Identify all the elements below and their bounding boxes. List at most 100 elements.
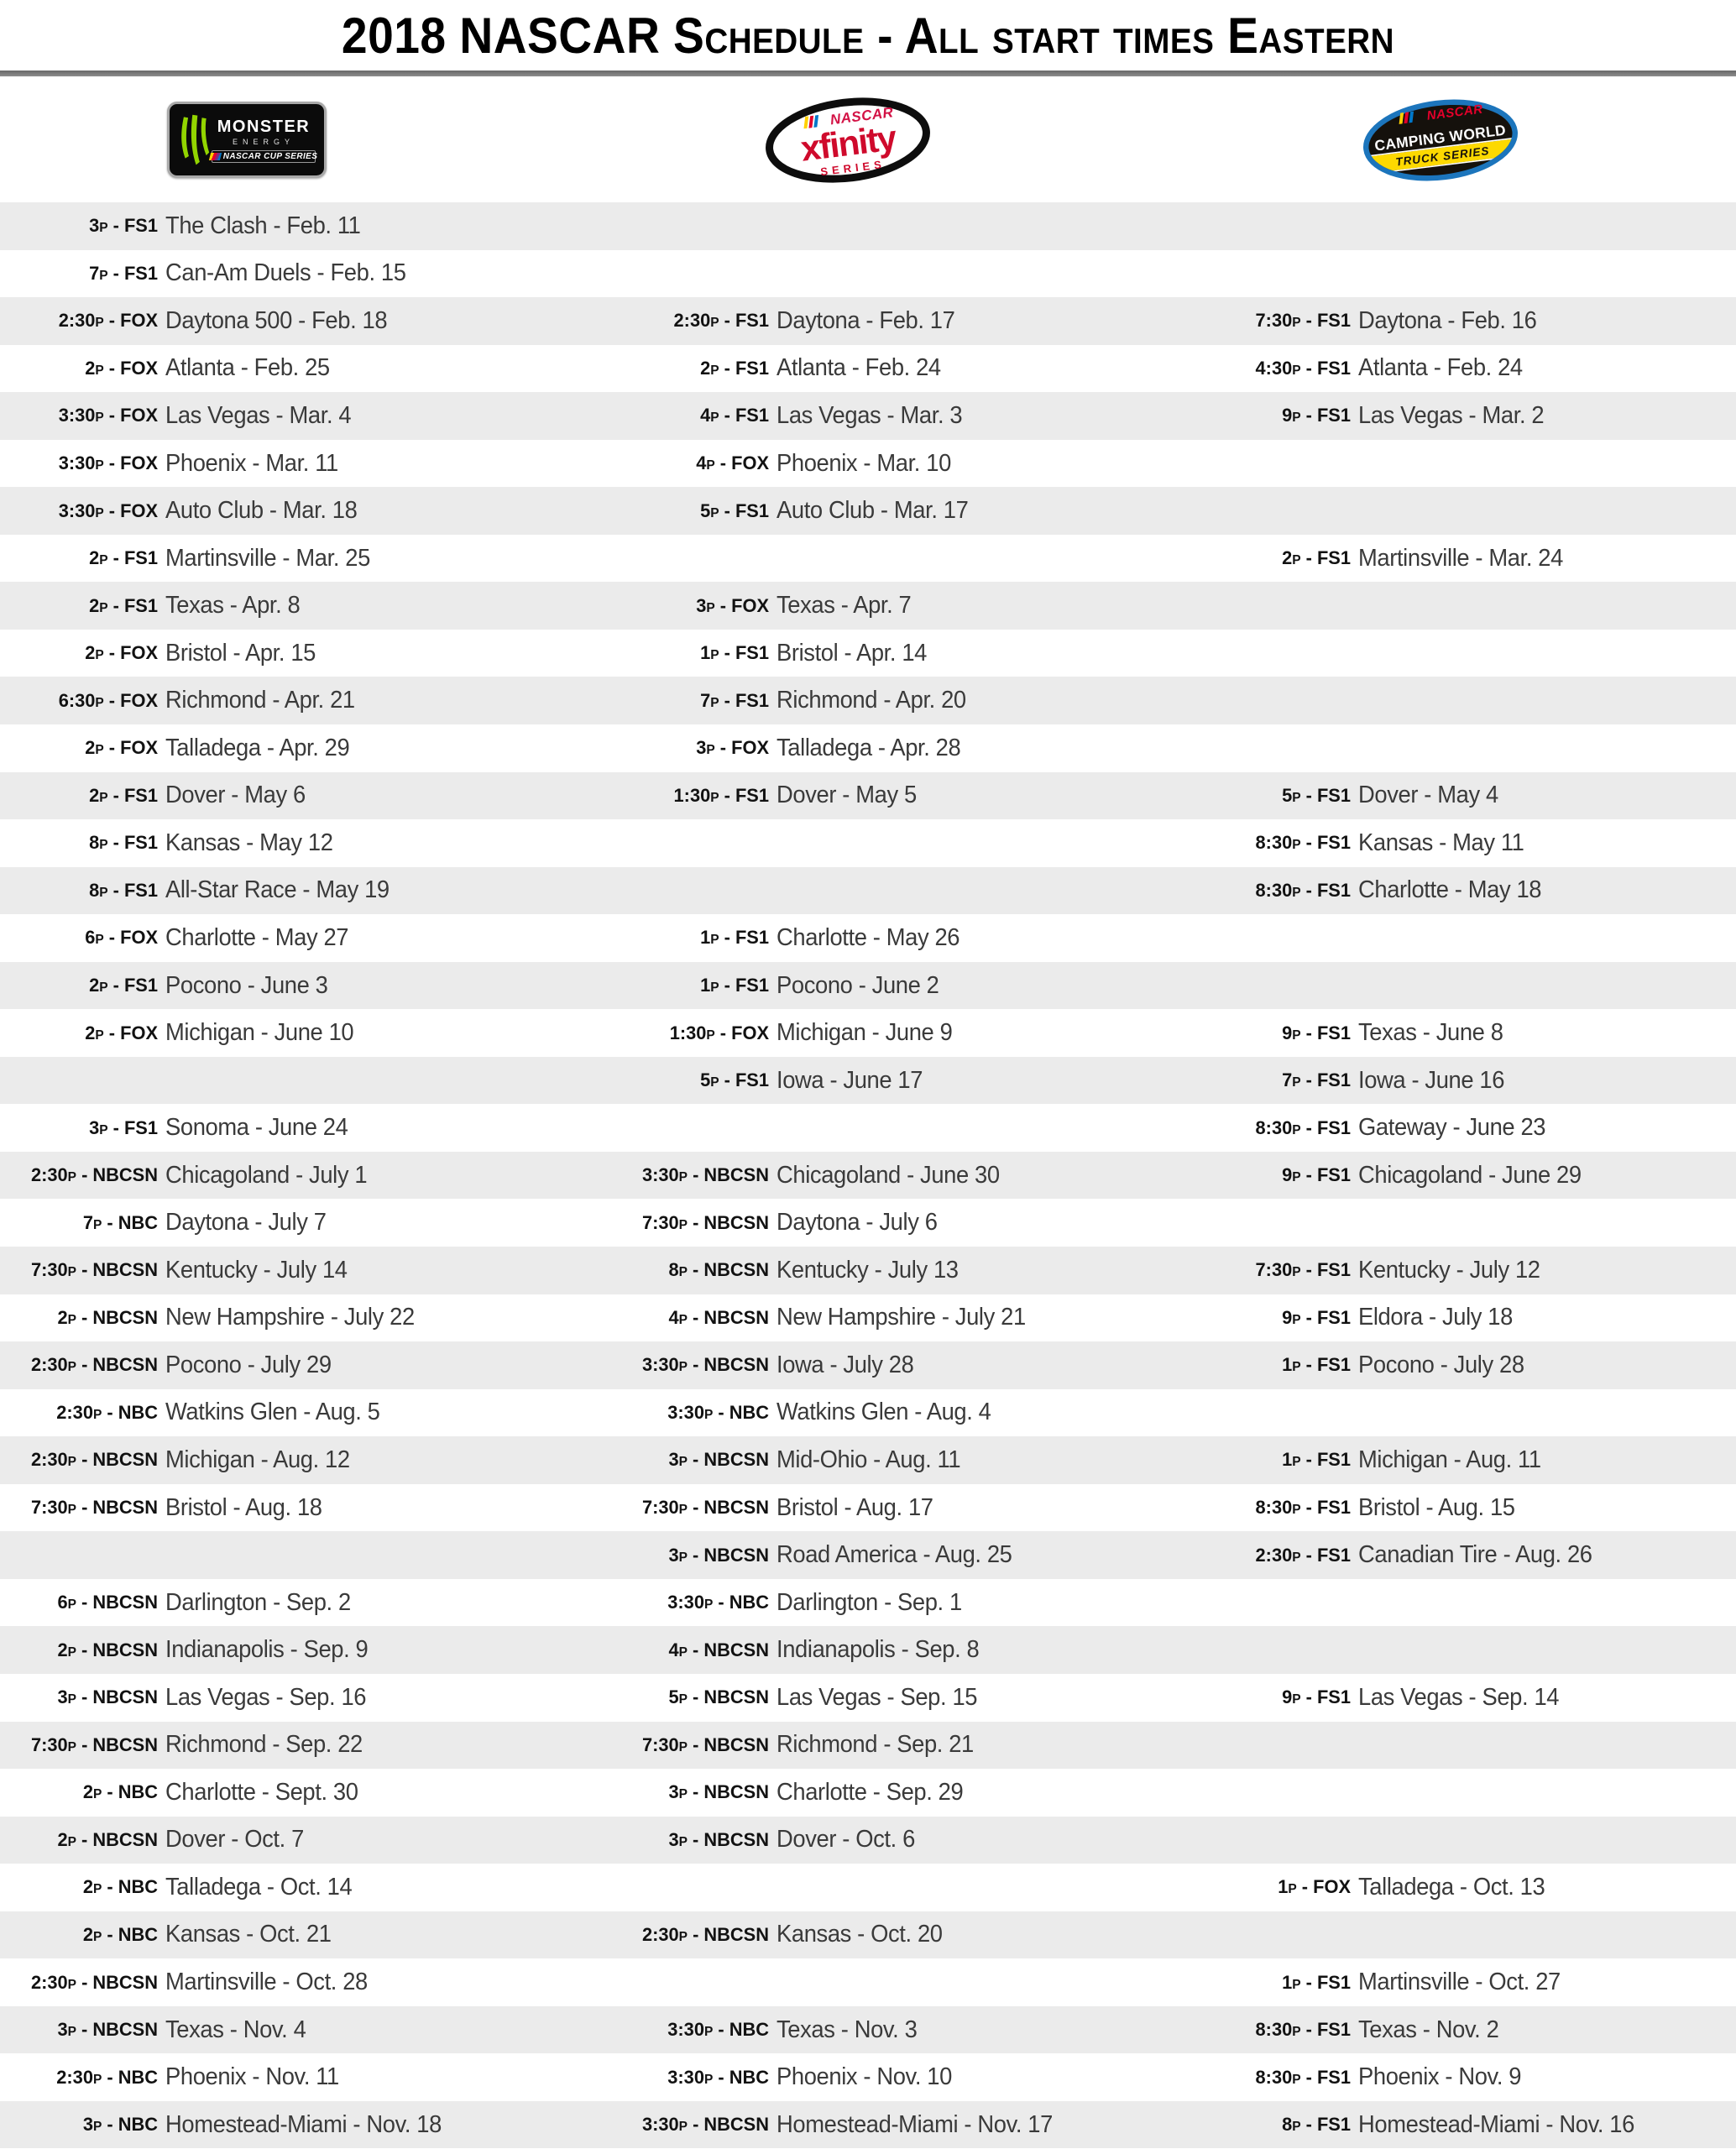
race-label: Texas - Nov. 2 [1357, 2016, 1499, 2043]
schedule-row: 6p - NBCSN Darlington - Sep. 2 3:30p - NBC… [0, 1579, 1736, 1627]
time-network: 1p - FS1 [1281, 1354, 1351, 1376]
xfinity-cell: 3:30p - NBC Texas - Nov. 3 [578, 2016, 1157, 2044]
cup-cell: 2:30p - NBCSN Pocono - July 29 [0, 1352, 578, 1379]
race-label: Charlotte - Sept. 30 [165, 1778, 358, 1806]
race-label: Bristol - Apr. 14 [776, 639, 928, 667]
race-label: Darlington - Sep. 1 [776, 1588, 963, 1616]
xfinity-cell: 3p - FOX Texas - Apr. 7 [578, 592, 1157, 620]
xfinity-cell: 5p - FS1 Auto Club - Mar. 17 [578, 497, 1157, 525]
xfinity-series-logo: NASCAR xfinity SERIES [766, 97, 930, 183]
time-network: 1p - FS1 [700, 975, 770, 996]
time-network: 9p - FS1 [1281, 405, 1351, 426]
race-label: Talladega - Oct. 13 [1357, 1873, 1545, 1901]
race-label: Kansas - Oct. 21 [165, 1921, 332, 1948]
cup-series-bar: NASCAR CUP SERIES [208, 149, 317, 163]
truck-cell: 4:30p - FS1 Atlanta - Feb. 24 [1158, 354, 1736, 382]
schedule-row: 3p - NBCSN Texas - Nov. 4 3:30p - NBC Texas… [0, 2005, 1736, 2054]
truck-cell: 8:30p - FS1 Charlotte - May 18 [1158, 876, 1736, 904]
xfinity-nascar-stripes-icon [803, 115, 819, 129]
race-label: Kansas - May 12 [165, 829, 333, 856]
race-label: Charlotte - May 27 [165, 923, 349, 951]
schedule-row: 3p - NBCSN Las Vegas - Sep. 16 5p - NBCSN L… [0, 1674, 1736, 1722]
race-label: Gateway - June 23 [1357, 1114, 1546, 1142]
cup-cell: 6:30p - FOX Richmond - Apr. 21 [0, 687, 578, 714]
race-label: Michigan - June 9 [776, 1019, 953, 1047]
race-label: Kansas - Oct. 20 [776, 1921, 943, 1948]
time-network: 7p - FS1 [700, 689, 770, 711]
cup-cell: 2:30p - NBC Phoenix - Nov. 11 [0, 2063, 578, 2091]
time-network: 4p - NBCSN [668, 1306, 770, 1328]
time-network: 2p - NBC [82, 1781, 158, 1803]
truck-cell: 9p - FS1 Las Vegas - Sep. 14 [1158, 1684, 1736, 1712]
xfinity-cell: 4p - FS1 Las Vegas - Mar. 3 [578, 402, 1157, 430]
truck-cell: 9p - FS1 Eldora - July 18 [1158, 1304, 1736, 1331]
schedule-row: 2:30p - NBC Phoenix - Nov. 11 3:30p - NBC P… [0, 2053, 1736, 2101]
cup-cell: 2p - FS1 Martinsville - Mar. 25 [0, 545, 578, 573]
race-label: Chicagoland - June 29 [1357, 1161, 1582, 1189]
race-label: Las Vegas - Sep. 14 [1357, 1683, 1560, 1711]
race-label: Pocono - July 28 [1357, 1351, 1524, 1378]
schedule-row: 3p - NBC Homestead-Miami - Nov. 18 3:30p -… [0, 2100, 1736, 2149]
time-network: 2p - FS1 [1281, 547, 1351, 569]
schedule-row: 5p - FS1 Iowa - June 17 7p - FS1 Iowa - Jun… [0, 1056, 1736, 1105]
race-label: Mid-Ohio - Aug. 11 [776, 1446, 961, 1473]
race-label: Talladega - Apr. 28 [776, 734, 961, 761]
race-label: Indianapolis - Sep. 8 [776, 1636, 980, 1664]
xfinity-cell: 3:30p - NBCSN Chicagoland - June 30 [578, 1162, 1157, 1190]
xfinity-cell: 2:30p - NBCSN Kansas - Oct. 20 [578, 1921, 1157, 1948]
time-network: 3p - NBCSN [57, 2019, 158, 2041]
cup-cell: 2p - FS1 Pocono - June 3 [0, 972, 578, 1000]
xfinity-cell: 3p - NBCSN Dover - Oct. 6 [578, 1826, 1157, 1854]
schedule-row: 2:30p - NBCSN Pocono - July 29 3:30p - NBC… [0, 1341, 1736, 1389]
race-label: Daytona - July 6 [776, 1209, 938, 1237]
cup-cell: 2p - FS1 Dover - May 6 [0, 782, 578, 809]
truck-nascar-stripes-icon [1399, 111, 1414, 124]
race-label: Kentucky - July 14 [165, 1256, 348, 1284]
time-network: 3:30p - NBCSN [642, 1164, 770, 1186]
race-label: Texas - Apr. 7 [776, 592, 912, 620]
xfinity-cell: 3p - FOX Talladega - Apr. 28 [578, 735, 1157, 762]
time-network: 2:30p - FOX [58, 310, 158, 332]
schedule-row: 3p - NBCSN Road America - Aug. 25 2:30p - … [0, 1531, 1736, 1579]
cup-cell: 3:30p - FOX Phoenix - Mar. 11 [0, 450, 578, 478]
truck-cell: 9p - FS1 Las Vegas - Mar. 2 [1158, 402, 1736, 430]
time-network: 4p - FS1 [700, 405, 770, 426]
race-label: Iowa - July 28 [776, 1351, 914, 1378]
xfinity-cell: 3:30p - NBC Watkins Glen - Aug. 4 [578, 1399, 1157, 1426]
time-network: 3p - NBC [82, 2114, 158, 2136]
xfinity-cell: 7:30p - NBCSN Bristol - Aug. 17 [578, 1494, 1157, 1522]
race-label: Atlanta - Feb. 24 [1357, 354, 1523, 382]
time-network: 4:30p - FS1 [1255, 357, 1351, 379]
time-network: 7:30p - NBCSN [642, 1733, 770, 1755]
time-network: 2:30p - NBC [56, 2066, 158, 2088]
time-network: 1p - FS1 [1281, 1449, 1351, 1471]
cup-series-logo: MONSTER ENERGY NASCAR CUP SERIES [167, 102, 327, 178]
schedule-row: 8p - FS1 All-Star Race - May 19 8:30p - FS… [0, 866, 1736, 915]
time-network: 8p - FS1 [1281, 2114, 1351, 2136]
xfinity-cell: 5p - FS1 Iowa - June 17 [578, 1067, 1157, 1095]
race-label: Charlotte - Sep. 29 [776, 1778, 964, 1806]
cup-cell: 7:30p - NBCSN Richmond - Sep. 22 [0, 1731, 578, 1759]
time-network: 3:30p - FOX [58, 452, 158, 473]
truck-cell: 9p - FS1 Chicagoland - June 29 [1158, 1162, 1736, 1190]
cup-cell: 7:30p - NBCSN Kentucky - July 14 [0, 1257, 578, 1284]
race-label: Las Vegas - Sep. 16 [165, 1683, 367, 1711]
time-network: 3:30p - NBC [667, 1592, 770, 1613]
truck-cell: 8:30p - FS1 Bristol - Aug. 15 [1158, 1494, 1736, 1522]
time-network: 5p - FS1 [700, 499, 770, 521]
truck-cell: 8p - FS1 Homestead-Miami - Nov. 16 [1158, 2111, 1736, 2139]
schedule-row: 2p - NBCSN Indianapolis - Sep. 9 4p - NBCS… [0, 1626, 1736, 1674]
schedule-row: 2:30p - NBCSN Michigan - Aug. 12 3p - NBCS… [0, 1436, 1736, 1484]
race-label: Las Vegas - Mar. 3 [776, 401, 963, 429]
schedule-row: 2p - FOX Bristol - Apr. 15 1p - FS1 Bristol… [0, 630, 1736, 677]
time-network: 7p - NBC [82, 1211, 158, 1233]
race-label: Richmond - Apr. 20 [776, 687, 967, 714]
race-label: Dover - May 6 [165, 782, 306, 809]
cup-cell: 6p - FOX Charlotte - May 27 [0, 924, 578, 952]
time-network: 7:30p - NBCSN [642, 1211, 770, 1233]
time-network: 2p - NBC [82, 1923, 158, 1945]
race-label: All-Star Race - May 19 [165, 876, 390, 904]
time-network: 8:30p - FS1 [1255, 2066, 1351, 2088]
monster-wordmark: MONSTER [217, 117, 311, 136]
time-network: 1p - FS1 [700, 927, 770, 949]
